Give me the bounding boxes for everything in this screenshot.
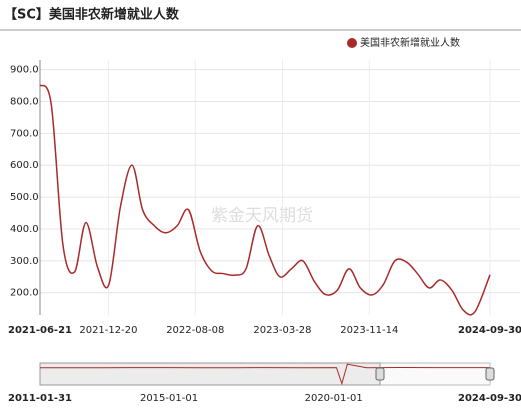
x-tick-label: 2023-03-28: [253, 325, 311, 336]
y-tick-label: 600.0: [10, 160, 39, 171]
y-tick-label: 200.0: [10, 288, 39, 299]
x-tick-label: 2021-12-20: [79, 325, 137, 336]
navigator-tick-label: 2015-01-01: [140, 393, 198, 404]
navigator-tick-label: 2011-01-31: [8, 393, 72, 404]
x-tick-label: 2021-06-21: [8, 325, 72, 336]
chart-title: 【SC】美国非农新增就业人数: [4, 7, 180, 23]
legend-marker: [347, 38, 357, 48]
y-tick-label: 500.0: [10, 192, 39, 203]
navigator-tick-label: 2024-09-30: [458, 393, 521, 404]
navigator-line: [39, 363, 491, 386]
data-line: [39, 84, 491, 316]
navigator-handle: [485, 367, 495, 381]
navigator-tick-label: 2020-01-01: [305, 393, 363, 404]
y-tick-label: 300.0: [10, 256, 39, 267]
navigator-mask: [39, 362, 381, 386]
y-tick-label: 800.0: [10, 96, 39, 107]
x-tick-label: 2023-11-14: [340, 325, 398, 336]
y-tick-label: 900.0: [10, 65, 39, 76]
y-tick-label: 700.0: [10, 128, 39, 139]
legend-label: 美国非农新增就业人数: [360, 36, 460, 49]
x-tick-label: 2024-09-30: [458, 325, 521, 336]
y-tick-label: 400.0: [10, 224, 39, 235]
x-tick-label: 2022-08-08: [166, 325, 224, 336]
watermark: 紫金天风期货: [211, 206, 313, 226]
navigator-handle: [375, 367, 385, 381]
